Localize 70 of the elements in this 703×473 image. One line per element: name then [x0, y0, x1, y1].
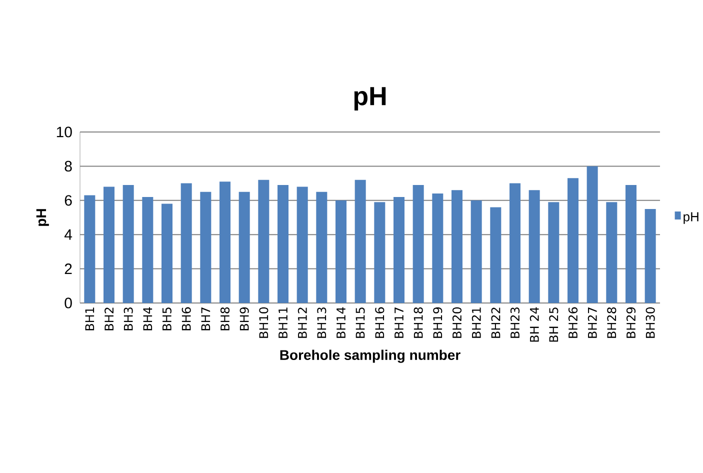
bar [354, 180, 366, 303]
x-tick-label: BH27 [588, 308, 597, 338]
x-tick-label: BH17 [394, 308, 404, 338]
bar [296, 186, 308, 303]
y-axis-title: pH [36, 209, 49, 226]
x-tick-label: BH13 [317, 307, 326, 338]
x-tick-label: BH2 [104, 308, 114, 330]
bar [180, 183, 192, 303]
x-tick-label: BH5 [162, 308, 172, 330]
bar [432, 194, 444, 303]
bar [122, 185, 134, 303]
bar [548, 202, 560, 303]
x-tick-label: BH10 [259, 307, 268, 338]
x-tick-label: BH28 [607, 307, 616, 338]
x-tick-label: BH20 [452, 307, 462, 338]
x-tick-label: BH8 [220, 307, 230, 330]
y-tick-label: 8 [64, 160, 72, 172]
bar [568, 178, 578, 303]
legend-label: pH [684, 212, 698, 224]
bar [336, 200, 347, 303]
bar [84, 195, 96, 303]
bar [452, 190, 462, 303]
x-tick-label: BH9 [240, 307, 249, 330]
x-tick-label: BH19 [433, 307, 442, 338]
y-tick-label: 2 [64, 264, 72, 274]
x-tick-label: BH21 [472, 308, 481, 338]
bar [200, 192, 212, 303]
bar [220, 182, 231, 303]
x-tick-label: BH4 [143, 307, 152, 330]
bar [606, 202, 618, 303]
bar [586, 166, 598, 303]
x-tick-label: BH11 [278, 308, 288, 338]
x-tick-label: BH23 [510, 307, 520, 338]
x-tick-label: BH12 [298, 308, 307, 338]
x-tick-label: BH6 [182, 307, 191, 330]
bar [625, 185, 636, 303]
x-tick-label: BH16 [375, 307, 384, 338]
x-tick-label: BH29 [626, 307, 636, 338]
x-axis-title: Borehole sampling number [280, 350, 460, 363]
y-tick-label: 4 [64, 229, 72, 240]
y-tick-label: 10 [56, 126, 72, 138]
bar [490, 207, 502, 303]
bar [162, 204, 173, 303]
bar [644, 208, 656, 303]
y-tick-label: 6 [64, 195, 72, 206]
bar [278, 185, 289, 303]
x-tick-label: BH18 [414, 307, 423, 338]
bar [142, 196, 154, 303]
chart-title: pH [354, 87, 386, 110]
x-tick-label: BH 25 [549, 308, 558, 342]
bar [258, 180, 270, 303]
x-tick-label: BH22 [491, 308, 500, 338]
x-tick-label: BH26 [568, 307, 578, 338]
x-tick-label: BH3 [124, 307, 133, 330]
bar [510, 183, 520, 303]
bar [394, 196, 404, 303]
x-tick-label: BH15 [356, 308, 365, 338]
bar [316, 192, 328, 303]
bar [104, 186, 115, 303]
x-tick-label: BH14 [336, 307, 346, 338]
bar [238, 192, 250, 303]
x-tick-label: BH7 [201, 308, 210, 330]
y-tick-label: 0 [64, 298, 72, 308]
x-tick-label: BH1 [85, 308, 94, 330]
bar [412, 185, 424, 303]
x-tick-label: BH30 [646, 307, 655, 338]
bar [374, 202, 386, 303]
bar [528, 190, 540, 303]
bar [470, 200, 482, 303]
x-tick-label: BH 24 [530, 307, 539, 342]
